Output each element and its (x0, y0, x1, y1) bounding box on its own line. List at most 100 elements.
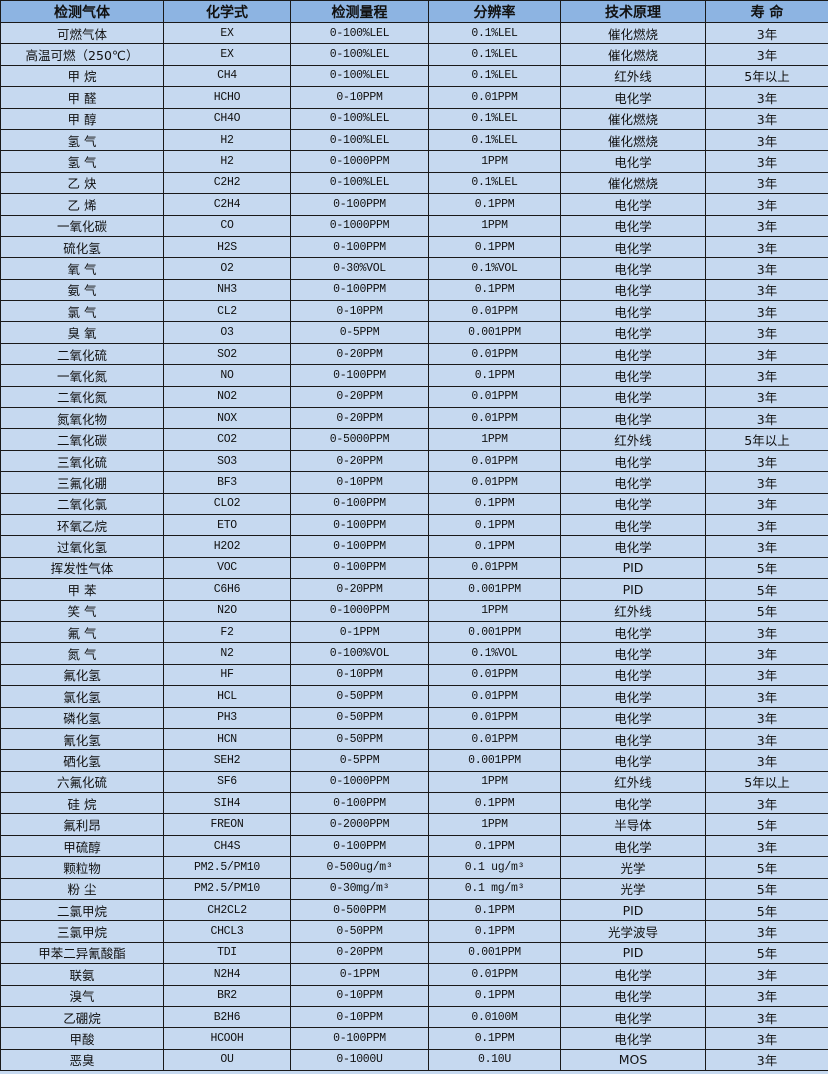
cell-resolution: 0.01PPM (428, 471, 561, 494)
cell-gas: 硒化氢 (0, 749, 164, 772)
table-row: 磷化氢 PH3 0-50PPM 0.01PPM 电化学 3年 (0, 706, 828, 729)
cell-resolution: 0.001PPM (428, 321, 561, 344)
cell-formula: NH3 (163, 278, 291, 302)
header-row: 检测气体 化学式 检测量程 分辨率 技术原理 寿 命 (0, 0, 828, 23)
table-row: 三氯甲烷 CHCL3 0-50PPM 0.1PPM 光学波导 3年 (0, 920, 828, 943)
cell-resolution: 0.1%VOL (428, 642, 561, 665)
cell-gas: 颗粒物 (0, 856, 164, 879)
cell-principle: 红外线 (560, 64, 706, 88)
cell-lifespan: 3年 (705, 920, 828, 943)
cell-lifespan: 3年 (705, 193, 828, 216)
cell-resolution: 1PPM (428, 599, 561, 622)
cell-formula: SIH4 (163, 792, 291, 815)
cell-lifespan: 3年 (705, 407, 828, 430)
cell-principle: 电化学 (560, 663, 706, 687)
cell-lifespan: 3年 (705, 492, 828, 515)
cell-lifespan: 3年 (705, 364, 828, 387)
cell-range: 0-1000PPM (290, 150, 429, 173)
table-row: 氮 气 N2 0-100%VOL 0.1%VOL 电化学 3年 (0, 642, 828, 665)
header-lifespan: 寿 命 (705, 0, 828, 23)
table-row: 二氧化硫 SO2 0-20PPM 0.01PPM 电化学 3年 (0, 342, 828, 366)
cell-principle: 电化学 (560, 150, 706, 173)
cell-formula: H2S (163, 235, 291, 259)
table-row: 硅 烷 SIH4 0-100PPM 0.1PPM 电化学 3年 (0, 792, 828, 815)
table-row: 硒化氢 SEH2 0-5PPM 0.001PPM 电化学 3年 (0, 749, 828, 772)
cell-range: 0-20PPM (290, 342, 429, 366)
cell-resolution: 1PPM (428, 150, 561, 173)
cell-range: 0-500PPM (290, 899, 429, 922)
cell-lifespan: 5年以上 (705, 770, 828, 794)
cell-formula: B2H6 (163, 1005, 291, 1029)
cell-principle: PID (560, 556, 706, 580)
table-row: 甲 烷 CH4 0-100%LEL 0.1%LEL 红外线 5年以上 (0, 64, 828, 88)
cell-formula: PH3 (163, 706, 291, 729)
cell-range: 0-100PPM (290, 235, 429, 259)
cell-gas: 氧 气 (0, 257, 164, 280)
cell-formula: FREON (163, 813, 291, 836)
cell-range: 0-500ug/m³ (290, 856, 429, 879)
table-row: 甲酸 HCOOH 0-100PPM 0.1PPM 电化学 3年 (0, 1027, 828, 1050)
cell-principle: 催化燃烧 (560, 128, 706, 152)
cell-lifespan: 3年 (705, 128, 828, 152)
cell-lifespan: 3年 (705, 727, 828, 751)
cell-lifespan: 3年 (705, 385, 828, 409)
cell-lifespan: 5年 (705, 899, 828, 922)
cell-lifespan: 3年 (705, 300, 828, 323)
cell-formula: TDI (163, 941, 291, 965)
cell-lifespan: 3年 (705, 342, 828, 366)
cell-formula: HCHO (163, 86, 291, 109)
table-row: 甲 醇 CH4O 0-100%LEL 0.1%LEL 催化燃烧 3年 (0, 107, 828, 130)
cell-lifespan: 3年 (705, 86, 828, 109)
table-row: 粉 尘 PM2.5/PM10 0-30mg/m³ 0.1 mg/m³ 光学 5年 (0, 877, 828, 901)
cell-formula: H2 (163, 150, 291, 173)
cell-lifespan: 5年 (705, 599, 828, 622)
table-row: 甲 醛 HCHO 0-10PPM 0.01PPM 电化学 3年 (0, 86, 828, 109)
cell-range: 0-100%LEL (290, 64, 429, 88)
cell-lifespan: 3年 (705, 471, 828, 494)
cell-range: 0-100%LEL (290, 43, 429, 66)
cell-principle: 电化学 (560, 834, 706, 858)
cell-formula: HF (163, 663, 291, 687)
cell-gas: 乙硼烷 (0, 1005, 164, 1029)
cell-principle: 电化学 (560, 385, 706, 409)
cell-formula: BF3 (163, 471, 291, 494)
cell-formula: O3 (163, 321, 291, 344)
cell-resolution: 0.01PPM (428, 663, 561, 687)
table-row: 氮氧化物 NOX 0-20PPM 0.01PPM 电化学 3年 (0, 407, 828, 430)
cell-gas: 甲硫醇 (0, 834, 164, 858)
cell-range: 0-1PPM (290, 963, 429, 986)
cell-principle: 电化学 (560, 1005, 706, 1029)
cell-lifespan: 3年 (705, 706, 828, 729)
cell-gas: 硅 烷 (0, 792, 164, 815)
cell-range: 0-1PPM (290, 620, 429, 644)
cell-resolution: 0.1%LEL (428, 21, 561, 45)
cell-lifespan: 3年 (705, 21, 828, 45)
cell-gas: 氮氧化物 (0, 407, 164, 430)
table-row: 六氟化硫 SF6 0-1000PPM 1PPM 红外线 5年以上 (0, 770, 828, 794)
cell-resolution: 0.001PPM (428, 578, 561, 601)
cell-formula: F2 (163, 620, 291, 644)
cell-lifespan: 5年以上 (705, 64, 828, 88)
table-row: 三氧化硫 SO3 0-20PPM 0.01PPM 电化学 3年 (0, 449, 828, 473)
cell-formula: SO3 (163, 449, 291, 473)
table-row: 甲硫醇 CH4S 0-100PPM 0.1PPM 电化学 3年 (0, 834, 828, 858)
table-row: 氟利昂 FREON 0-2000PPM 1PPM 半导体 5年 (0, 813, 828, 836)
cell-resolution: 1PPM (428, 428, 561, 451)
cell-lifespan: 5年 (705, 941, 828, 965)
table-row: 氢 气 H2 0-100%LEL 0.1%LEL 催化燃烧 3年 (0, 128, 828, 152)
cell-formula: N2H4 (163, 963, 291, 986)
cell-range: 0-20PPM (290, 449, 429, 473)
cell-formula: NO (163, 364, 291, 387)
cell-range: 0-5PPM (290, 749, 429, 772)
cell-principle: 电化学 (560, 642, 706, 665)
cell-lifespan: 3年 (705, 43, 828, 66)
cell-principle: 电化学 (560, 492, 706, 515)
cell-gas: 氰化氢 (0, 727, 164, 751)
table-row: 二氧化氮 NO2 0-20PPM 0.01PPM 电化学 3年 (0, 385, 828, 409)
cell-resolution: 0.1 ug/m³ (428, 856, 561, 879)
cell-lifespan: 5年以上 (705, 428, 828, 451)
cell-gas: 二氧化硫 (0, 342, 164, 366)
cell-formula: CH2CL2 (163, 899, 291, 922)
cell-gas: 六氟化硫 (0, 770, 164, 794)
header-formula: 化学式 (163, 0, 291, 23)
